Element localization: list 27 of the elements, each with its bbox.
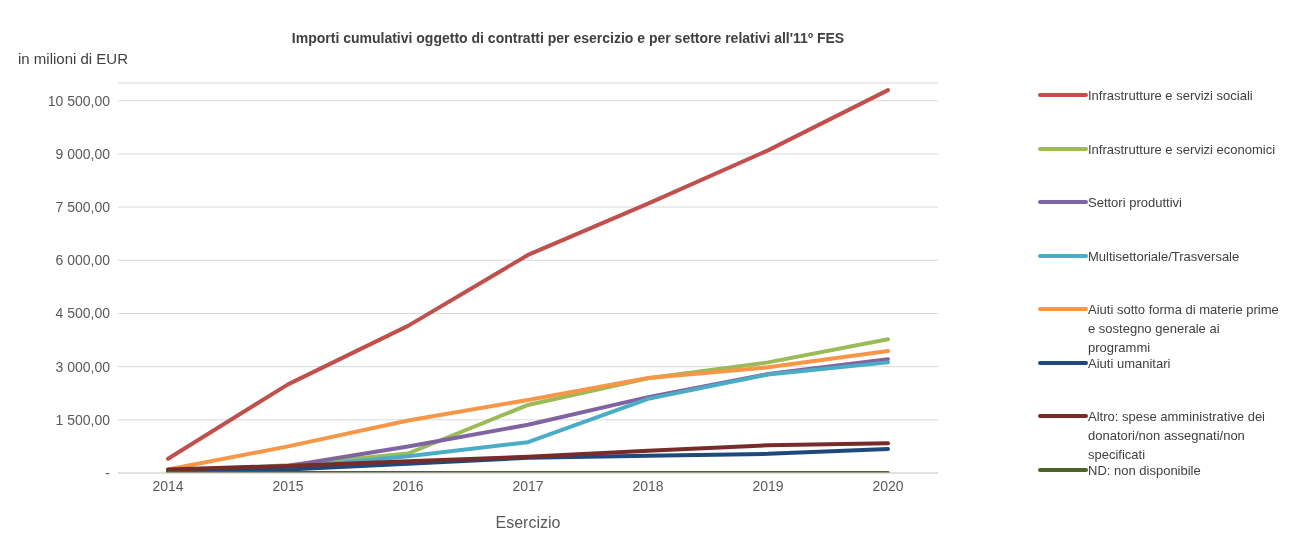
legend-label: Aiuti umanitari bbox=[1088, 355, 1172, 373]
y-axis-title: in milioni di EUR bbox=[18, 50, 129, 67]
legend-label: Settori produttivi bbox=[1088, 194, 1183, 212]
line-series bbox=[166, 88, 890, 461]
y-tick-label: 3 000,00 bbox=[55, 358, 111, 375]
y-tick-label: 7 500,00 bbox=[55, 199, 111, 216]
y-tick-label: - bbox=[105, 464, 111, 481]
y-tick-label: 9 000,00 bbox=[55, 145, 111, 162]
legend-label: Infrastrutture e servizi economici bbox=[1088, 140, 1277, 159]
chart-title: Importi cumulativi oggetto di contratti per esercizio e per settore relativi all'11º FES bbox=[290, 30, 846, 46]
legend-label: Multisettoriale/Trasversale bbox=[1088, 247, 1241, 266]
x-tick-label: 2014 bbox=[152, 477, 184, 494]
y-tick-label: 1 500,00 bbox=[55, 411, 111, 428]
x-tick-label: 2016 bbox=[392, 477, 424, 494]
x-tick-label: 2017 bbox=[512, 477, 544, 494]
x-tick-label: 2015 bbox=[272, 477, 304, 494]
x-tick-label: 2018 bbox=[632, 477, 664, 494]
y-tick-label: 6 000,00 bbox=[55, 252, 111, 269]
legend-label: Altro: spese amministrative dei donatori/non assegnati/non specificati bbox=[1088, 408, 1266, 464]
legend-label: Aiuti sotto forma di materie prime e sostegno generale ai programmi bbox=[1088, 301, 1280, 357]
legend-label: ND: non disponibile bbox=[1088, 462, 1202, 480]
x-tick-label: 2020 bbox=[872, 477, 904, 494]
legend-label: Infrastrutture e servizi sociali bbox=[1088, 87, 1254, 105]
y-tick-label: 4 500,00 bbox=[55, 305, 111, 322]
x-axis-title: Esercizio bbox=[495, 514, 561, 531]
x-tick-label: 2019 bbox=[752, 477, 784, 494]
y-tick-label: 10 500,00 bbox=[47, 92, 111, 109]
